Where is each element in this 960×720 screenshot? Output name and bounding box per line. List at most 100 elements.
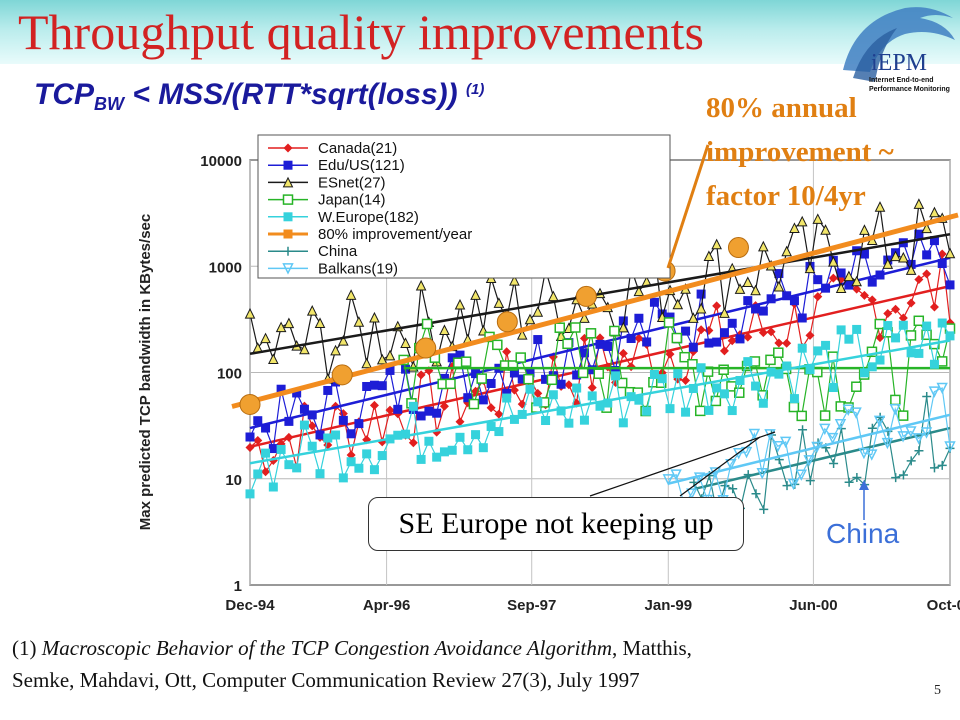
data-point (742, 276, 754, 287)
y-tick-label: 100 (217, 366, 242, 383)
data-point (579, 312, 590, 323)
data-point (548, 390, 558, 400)
data-point (432, 408, 442, 418)
data-point (587, 391, 597, 401)
data-point (743, 296, 753, 306)
data-point (362, 381, 372, 391)
data-point (898, 251, 909, 263)
data-point (844, 280, 854, 290)
data-point (556, 379, 566, 389)
data-point (906, 348, 916, 358)
data-point (688, 342, 698, 352)
data-point (369, 311, 380, 323)
data-point (587, 365, 597, 375)
data-point (400, 337, 411, 348)
data-point (883, 321, 893, 331)
data-point (928, 386, 941, 398)
data-point (306, 305, 318, 316)
data-point (897, 431, 909, 443)
data-point (789, 222, 800, 233)
data-point (369, 380, 379, 390)
data-point (577, 367, 589, 379)
legend-label: ESnet(27) (318, 174, 386, 191)
data-point (376, 353, 388, 365)
data-point (789, 394, 799, 404)
data-point (245, 432, 255, 442)
data-point (587, 383, 597, 393)
data-point (719, 328, 729, 338)
data-point (829, 458, 839, 468)
data-point (548, 290, 559, 302)
data-point (415, 279, 427, 291)
data-point (936, 356, 948, 367)
data-point (416, 454, 426, 464)
data-point (572, 370, 582, 380)
data-point (524, 313, 536, 325)
data-point (502, 388, 512, 398)
data-point (275, 321, 287, 333)
data-point (743, 357, 753, 367)
data-point (883, 309, 893, 319)
y-tick-label: 1 (234, 578, 242, 595)
data-point (889, 403, 901, 416)
data-point (765, 354, 776, 366)
data-point (844, 334, 854, 344)
data-point (416, 370, 426, 380)
data-point (836, 268, 846, 278)
data-point (727, 237, 749, 259)
data-point (922, 250, 932, 260)
y-axis-label: Max predicted TCP bandwidth in KBytes/se… (137, 214, 154, 530)
data-point (541, 374, 551, 384)
data-point (657, 374, 667, 384)
data-point (556, 406, 566, 416)
data-point (704, 338, 714, 348)
annotation-line-3: factor 10/4yr (706, 180, 866, 212)
data-point (727, 406, 737, 416)
data-point (385, 405, 395, 415)
data-point (307, 410, 317, 420)
data-point (914, 229, 924, 239)
data-point (447, 445, 457, 455)
data-point (842, 404, 854, 416)
data-point (836, 325, 846, 335)
data-point (455, 350, 465, 360)
data-point (377, 451, 387, 461)
footnote: (1) Macroscopic Behavior of the TCP Cong… (12, 632, 692, 696)
data-point (873, 415, 886, 428)
data-point (774, 338, 784, 348)
data-point (891, 333, 901, 343)
data-point (593, 368, 605, 379)
data-point (447, 353, 457, 363)
data-point (725, 459, 737, 471)
data-point (502, 393, 512, 403)
series-80-improvement (231, 212, 959, 415)
data-point (546, 374, 558, 386)
data-point (922, 392, 932, 402)
data-point (751, 381, 761, 391)
data-point (283, 229, 293, 239)
data-point (307, 421, 317, 431)
improvement-line (231, 212, 959, 409)
data-point (710, 395, 722, 407)
data-point (633, 285, 645, 297)
data-point (649, 369, 659, 379)
china-arrowhead (859, 480, 869, 490)
data-point (314, 317, 326, 328)
data-point (634, 333, 644, 343)
data-point (268, 482, 278, 492)
data-point (905, 264, 917, 275)
data-point (570, 322, 581, 333)
data-point (906, 298, 916, 308)
data-point (718, 364, 729, 375)
data-point (509, 274, 520, 286)
series-balkans-19 (662, 382, 956, 511)
data-point (719, 307, 730, 318)
data-point (782, 338, 792, 348)
data-point (937, 318, 947, 328)
annotation-pointer (666, 144, 710, 269)
data-point (735, 375, 745, 385)
data-point (852, 324, 862, 334)
data-point (663, 317, 675, 328)
data-point (331, 364, 353, 386)
footnote-title: Macroscopic Behavior of the TCP Congesti… (41, 636, 613, 660)
